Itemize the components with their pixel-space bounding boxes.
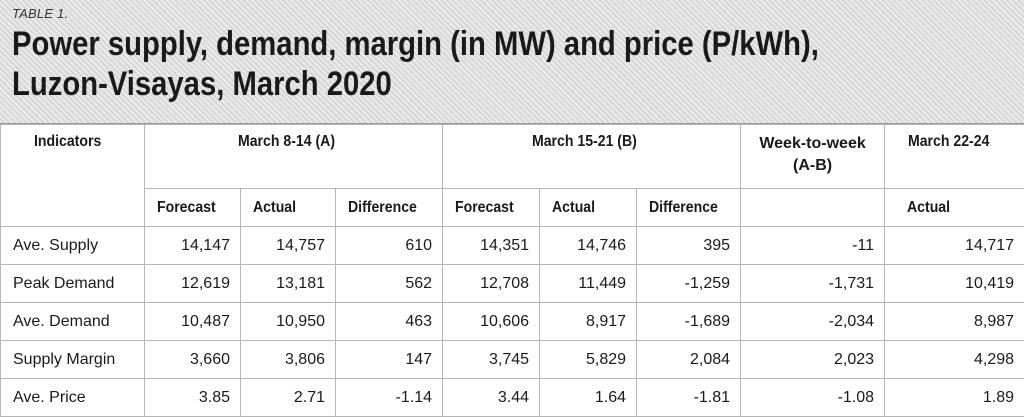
cell-actual-a: 14,757 bbox=[241, 227, 336, 265]
cell-difference-b: -1.81 bbox=[637, 379, 741, 417]
cell-forecast-b: 14,351 bbox=[443, 227, 540, 265]
title-line-1: Power supply, demand, margin (in MW) and… bbox=[12, 24, 882, 64]
row-label: Ave. Price bbox=[1, 379, 145, 417]
cell-difference-a: 147 bbox=[336, 341, 443, 379]
cell-difference-b: 395 bbox=[637, 227, 741, 265]
col-group-march-15-21: March 15-21 (B) bbox=[443, 125, 741, 189]
cell-actual-c: 1.89 bbox=[885, 379, 1024, 417]
cell-forecast-b: 12,708 bbox=[443, 265, 540, 303]
cell-week-to-week: 2,023 bbox=[741, 341, 885, 379]
cell-difference-b: -1,689 bbox=[637, 303, 741, 341]
col-header-actual-a: Actual bbox=[241, 189, 336, 227]
week-to-week-formula: (A-B) bbox=[741, 155, 884, 177]
cell-difference-a: 562 bbox=[336, 265, 443, 303]
cell-actual-c: 8,987 bbox=[885, 303, 1024, 341]
table-header: TABLE 1. Power supply, demand, margin (i… bbox=[0, 0, 1024, 124]
col-header-indicators: Indicators bbox=[1, 125, 145, 227]
row-label: Ave. Supply bbox=[1, 227, 145, 265]
cell-difference-b: 2,084 bbox=[637, 341, 741, 379]
col-group-march-22-24: March 22-24 bbox=[885, 125, 1024, 189]
cell-difference-b: -1,259 bbox=[637, 265, 741, 303]
cell-actual-a: 2.71 bbox=[241, 379, 336, 417]
cell-forecast-a: 12,619 bbox=[145, 265, 241, 303]
cell-actual-b: 11,449 bbox=[540, 265, 637, 303]
col-header-week-blank bbox=[741, 189, 885, 227]
cell-week-to-week: -2,034 bbox=[741, 303, 885, 341]
cell-actual-b: 1.64 bbox=[540, 379, 637, 417]
table-label: TABLE 1. bbox=[12, 6, 1024, 22]
cell-forecast-b: 3.44 bbox=[443, 379, 540, 417]
col-group-week-to-week: Week-to-week (A-B) bbox=[741, 125, 885, 189]
col-header-forecast-b: Forecast bbox=[443, 189, 540, 227]
cell-difference-a: 610 bbox=[336, 227, 443, 265]
sub-header-row: Forecast Actual Difference Forecast Actu… bbox=[1, 189, 1024, 227]
cell-actual-c: 14,717 bbox=[885, 227, 1024, 265]
group-header-row: Indicators March 8-14 (A) March 15-21 (B… bbox=[1, 125, 1024, 189]
cell-forecast-a: 14,147 bbox=[145, 227, 241, 265]
cell-week-to-week: -1,731 bbox=[741, 265, 885, 303]
cell-actual-b: 14,746 bbox=[540, 227, 637, 265]
cell-forecast-a: 10,487 bbox=[145, 303, 241, 341]
cell-difference-a: 463 bbox=[336, 303, 443, 341]
table-title: Power supply, demand, margin (in MW) and… bbox=[12, 24, 882, 104]
cell-difference-a: -1.14 bbox=[336, 379, 443, 417]
cell-actual-c: 10,419 bbox=[885, 265, 1024, 303]
cell-forecast-b: 10,606 bbox=[443, 303, 540, 341]
cell-forecast-a: 3.85 bbox=[145, 379, 241, 417]
col-header-forecast-a: Forecast bbox=[145, 189, 241, 227]
row-label: Supply Margin bbox=[1, 341, 145, 379]
col-group-march-8-14: March 8-14 (A) bbox=[145, 125, 443, 189]
cell-week-to-week: -11 bbox=[741, 227, 885, 265]
row-label: Peak Demand bbox=[1, 265, 145, 303]
cell-actual-b: 8,917 bbox=[540, 303, 637, 341]
cell-forecast-b: 3,745 bbox=[443, 341, 540, 379]
week-to-week-label: Week-to-week bbox=[741, 133, 884, 155]
col-header-actual-c: Actual bbox=[885, 189, 1024, 227]
cell-actual-a: 10,950 bbox=[241, 303, 336, 341]
col-header-difference-a: Difference bbox=[336, 189, 443, 227]
cell-forecast-a: 3,660 bbox=[145, 341, 241, 379]
cell-actual-c: 4,298 bbox=[885, 341, 1024, 379]
cell-week-to-week: -1.08 bbox=[741, 379, 885, 417]
cell-actual-b: 5,829 bbox=[540, 341, 637, 379]
row-label: Ave. Demand bbox=[1, 303, 145, 341]
cell-actual-a: 3,806 bbox=[241, 341, 336, 379]
cell-actual-a: 13,181 bbox=[241, 265, 336, 303]
data-table: Indicators March 8-14 (A) March 15-21 (B… bbox=[0, 124, 1024, 417]
title-line-2: Luzon-Visayas, March 2020 bbox=[12, 64, 882, 104]
col-header-actual-b: Actual bbox=[540, 189, 637, 227]
col-header-difference-b: Difference bbox=[637, 189, 741, 227]
